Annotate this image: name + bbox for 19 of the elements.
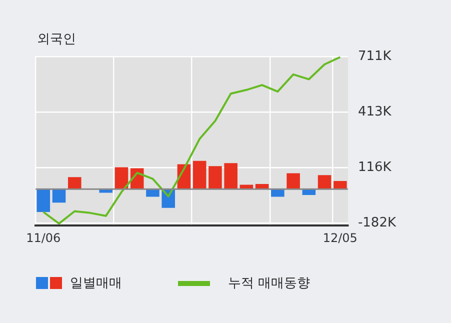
legend-label: 일별매매 [70,275,122,292]
bar [68,177,82,190]
x-tick-label: 11/06 [26,230,61,245]
y-tick-label: 413K [358,104,392,120]
bar [286,173,300,190]
y-tick-label: 116K [358,160,392,175]
legend-label: 누적 매매동향 [228,275,310,292]
y-tick-label: -182K [358,215,396,230]
y-tick-label: 711K [358,48,392,64]
bar [192,160,206,190]
bar [318,175,332,190]
bar [224,163,238,190]
bar [52,189,66,203]
chart-title: 외국인 [37,31,76,48]
bar [208,166,222,190]
bar [36,189,50,212]
bar [114,167,128,190]
x-tick-label: 12/05 [322,230,358,245]
bar [334,181,347,190]
